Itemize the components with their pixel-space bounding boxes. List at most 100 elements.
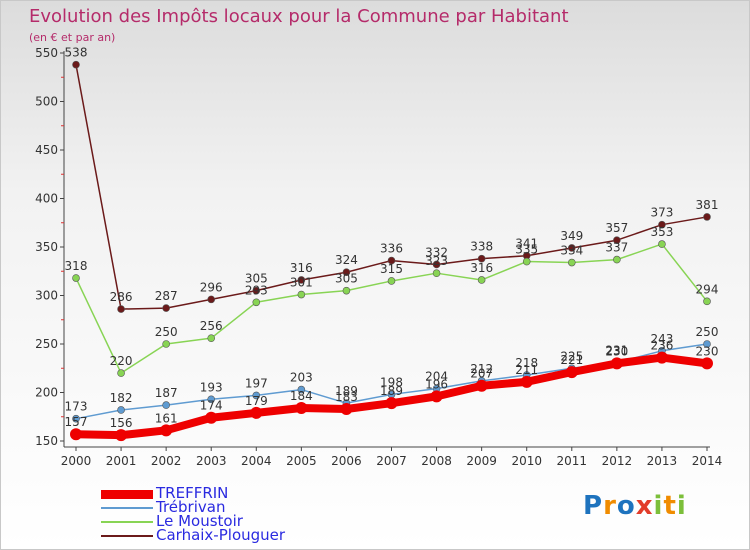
data-point (430, 390, 443, 403)
data-point (207, 295, 216, 304)
data-label: 301 (290, 276, 313, 290)
x-tick-label: 2000 (61, 454, 92, 468)
data-label: 203 (290, 371, 313, 385)
data-label: 294 (696, 282, 719, 296)
data-label: 184 (290, 389, 313, 403)
data-point (703, 297, 711, 306)
data-label: 349 (560, 229, 583, 243)
data-point (72, 274, 80, 282)
data-label: 305 (245, 272, 268, 286)
data-point (117, 369, 125, 377)
x-tick-label: 2005 (286, 454, 317, 468)
data-label: 323 (425, 254, 448, 268)
data-label: 250 (696, 325, 719, 339)
y-tick-label: 250 (35, 337, 58, 351)
chart-subtitle: (en € et par an) (29, 31, 116, 44)
data-point (565, 366, 578, 379)
logo-letter: t (663, 491, 677, 521)
data-point (613, 236, 621, 245)
data-label: 182 (110, 391, 133, 405)
x-tick-label: 2014 (692, 454, 723, 468)
data-point (297, 276, 306, 284)
x-tick-label: 2004 (241, 454, 272, 468)
data-point (387, 256, 396, 265)
data-label: 336 (380, 242, 403, 256)
data-label: 338 (470, 240, 493, 254)
data-label: 189 (380, 384, 403, 398)
data-point (610, 357, 623, 370)
data-labels-layer: 538 286 287 296 305 316 324 336 332 338 341 349 357 3… (65, 46, 719, 431)
data-point (252, 391, 261, 400)
data-label: 225 (560, 349, 583, 363)
data-label: 334 (560, 244, 583, 258)
data-point (117, 305, 125, 313)
x-tick-label: 2003 (196, 454, 227, 468)
data-label: 198 (380, 375, 403, 389)
data-label: 156 (110, 416, 133, 430)
logo-letter: r (603, 491, 617, 521)
data-label: 221 (560, 353, 583, 367)
data-label: 332 (425, 245, 448, 259)
y-tick-label: 400 (35, 192, 58, 206)
data-label: 220 (110, 354, 133, 368)
y-tick-label: 500 (35, 95, 58, 109)
data-point (252, 286, 261, 295)
data-label: 211 (515, 363, 538, 377)
data-point (432, 260, 441, 269)
x-tick-label: 2008 (421, 454, 452, 468)
data-point (520, 375, 533, 388)
x-tick-label: 2013 (647, 454, 678, 468)
data-label: 204 (425, 370, 448, 384)
data-point (432, 269, 441, 277)
data-point (162, 340, 170, 348)
y-tick-label: 450 (35, 143, 58, 157)
data-label: 183 (335, 390, 358, 404)
data-point (658, 220, 666, 229)
legend-swatch (101, 535, 153, 537)
data-point (72, 414, 80, 423)
data-label: 293 (245, 283, 268, 297)
data-label: 218 (515, 356, 538, 370)
x-tick-label: 2007 (376, 454, 407, 468)
data-point (295, 402, 308, 415)
data-point (340, 402, 353, 415)
data-point (342, 268, 351, 277)
logo-letter: i (653, 491, 664, 521)
x-tick-label: 2002 (151, 454, 182, 468)
data-label: 335 (515, 243, 538, 257)
data-point (297, 290, 306, 299)
data-point (655, 351, 668, 364)
data-label: 243 (650, 332, 673, 346)
legend-swatch (101, 507, 153, 509)
data-label: 250 (155, 325, 178, 339)
data-point (162, 401, 170, 409)
x-tick-label: 2010 (511, 454, 542, 468)
legend-label: Le Moustoir (156, 512, 243, 530)
data-label: 381 (696, 198, 719, 212)
data-label: 305 (335, 272, 358, 286)
data-label: 197 (245, 376, 268, 390)
legend-label: TREFFRIN (156, 484, 229, 502)
data-label: 318 (65, 259, 88, 273)
y-tick-label: 300 (35, 289, 58, 303)
data-label: 179 (245, 394, 268, 408)
series-layer (70, 60, 713, 442)
data-point (567, 244, 576, 252)
data-label: 373 (650, 206, 673, 220)
data-label: 187 (155, 386, 178, 400)
data-label: 538 (65, 46, 88, 60)
y-tick-label: 200 (35, 386, 58, 400)
data-point (613, 255, 621, 264)
data-point (250, 406, 263, 419)
logo-letter: x (635, 491, 654, 521)
data-point (477, 276, 486, 284)
series-le-moustoir (72, 240, 711, 377)
data-point (160, 424, 173, 437)
logo-letter: i (676, 491, 687, 521)
data-point (658, 240, 666, 248)
legend-swatch (101, 521, 153, 523)
logo-letter: o (616, 491, 636, 521)
data-label: 189 (335, 384, 358, 398)
x-tick-label: 2011 (557, 454, 588, 468)
data-label: 256 (200, 319, 223, 333)
